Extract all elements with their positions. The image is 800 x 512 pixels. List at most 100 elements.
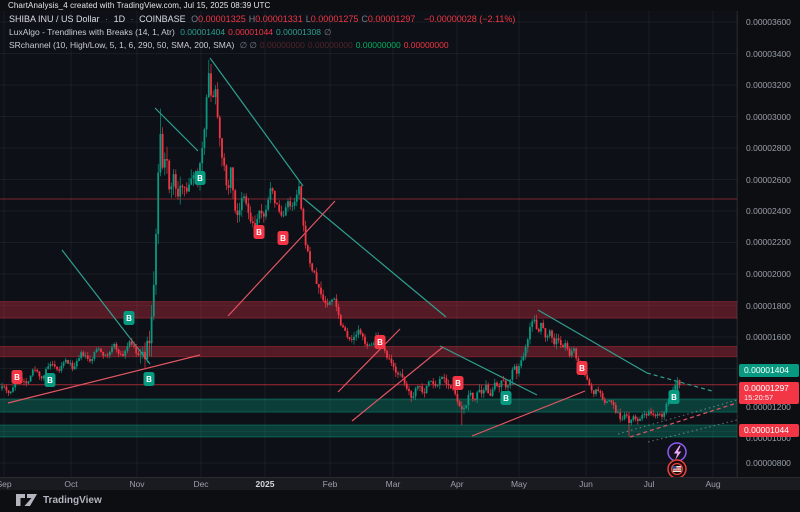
up-trendline: [351, 346, 444, 422]
bullish-break-marker: B: [44, 373, 56, 387]
bar-countdown: 15:20:57: [744, 393, 774, 402]
price-axis[interactable]: 0.00003600 0.00003400 0.00003200 0.00003000…: [737, 11, 800, 477]
svg-text:B: B: [455, 379, 461, 388]
tradingview-logo[interactable]: TradingView: [16, 494, 102, 506]
ohlc-label: O: [191, 14, 199, 24]
price-axis-label: 0.00000800: [746, 458, 791, 468]
time-axis-label: Jun: [579, 479, 593, 489]
price-axis-label: 0.00002200: [746, 237, 791, 247]
indicator-value: 0.00000000: [355, 40, 401, 50]
bearish-break-marker: B: [452, 376, 464, 390]
bullish-break-marker: B: [500, 391, 512, 405]
current-price-badge: 0.00001297 15:20:57: [739, 382, 799, 404]
ohlc-values: O0.00001325 H0.00001331 L0.00001275 C0.0000…: [191, 14, 418, 24]
price-axis-label: 0.00002400: [746, 206, 791, 216]
svg-text:B: B: [579, 364, 585, 373]
up-trendline: [337, 328, 401, 393]
bullish-break-marker: B: [143, 372, 155, 386]
support-zone-2: [0, 424, 737, 438]
down-trendline: [154, 107, 199, 152]
time-axis-label: Sep: [0, 479, 12, 489]
chart-title-text: ChartAnalysis_4 created with TradingView…: [8, 1, 271, 10]
legend-indicator-srchannel[interactable]: SRchannel (10, High/Low, 5, 1, 6, 290, 5…: [9, 39, 518, 52]
luxalgo-lightning-icon[interactable]: [667, 442, 687, 462]
us-flag-target-icon[interactable]: [667, 459, 687, 479]
up-trendline: [471, 390, 586, 437]
indicator-values: 0.00001404 0.00001044 0.00001308 ∅: [180, 27, 334, 37]
up-trendline: [7, 354, 201, 404]
time-axis-label: Feb: [322, 479, 338, 489]
svg-text:B: B: [146, 375, 152, 384]
legend-symbol-row[interactable]: SHIBA INU / US Dollar · 1D · COINBASE O0…: [9, 13, 518, 26]
time-axis-label: Apr: [450, 479, 464, 489]
ohlc-label: L: [305, 14, 311, 24]
separator-dot: ·: [130, 14, 134, 24]
plot-background: [0, 11, 737, 477]
upper-trendline-price-badge: 0.00001404: [739, 364, 799, 377]
ohlc-value: 0.00001325: [198, 14, 246, 24]
svg-text:B: B: [377, 338, 383, 347]
bearish-break-marker: B: [576, 361, 588, 375]
ohlc-value: 0.00001275: [310, 14, 359, 24]
bullish-break-marker: B: [194, 171, 206, 185]
time-axis-label: Nov: [129, 479, 145, 489]
indicator-values: ∅ ∅ 0.00000000 0.00000000 0.00000000 0.00000…: [240, 40, 452, 50]
indicator-value: 0.00001044: [228, 27, 274, 37]
indicator-value: 0.00000000: [259, 40, 305, 50]
badge-value: 0.00001297: [744, 383, 789, 393]
up-trendline-projection: [629, 402, 738, 438]
down-trendline: [302, 197, 447, 318]
indicator-value: 0.00000000: [403, 40, 449, 50]
time-axis[interactable]: Sep Oct Nov Dec 2025 Feb Mar Apr May Jun Jul Aug: [0, 477, 800, 490]
price-axis-label: 0.00003000: [746, 112, 791, 122]
time-axis-label: May: [510, 479, 528, 489]
legend: SHIBA INU / US Dollar · 1D · COINBASE O0…: [9, 13, 518, 52]
bearish-break-marker: B: [253, 225, 265, 239]
bullish-break-marker: B: [123, 311, 135, 325]
lower-trendline-price-badge: 0.00001044: [739, 424, 799, 437]
chart-title-bar: ChartAnalysis_4 created with TradingView…: [0, 0, 800, 11]
indicator-value: ∅: [323, 27, 332, 37]
badge-value: 0.00001044: [744, 425, 789, 435]
svg-text:B: B: [671, 393, 677, 402]
price-axis-label: 0.00001200: [746, 402, 791, 412]
price-axis-label: 0.00002600: [746, 175, 791, 185]
price-axis-label: 0.00002800: [746, 143, 791, 153]
indicator-value: ∅ ∅: [239, 40, 257, 50]
indicator-title[interactable]: SRchannel (10, High/Low, 5, 1, 6, 290, 5…: [9, 40, 235, 50]
price-axis-label: 0.00001800: [746, 301, 791, 311]
ohlc-value: 0.00001297: [367, 14, 416, 24]
indicator-value: 0.00001404: [180, 27, 226, 37]
time-axis-label: Jul: [643, 479, 655, 489]
price-axis-label: 0.00002000: [746, 269, 791, 279]
price-axis-label: 0.00001600: [746, 332, 791, 342]
change-value: −0.00000028 (−2.11%): [423, 14, 516, 24]
grid-lines: [0, 11, 737, 477]
indicator-value: 0.00000000: [307, 40, 353, 50]
time-axis-label: 2025: [255, 479, 275, 489]
indicator-title[interactable]: LuxAlgo - Trendlines with Breaks (14, 1,…: [9, 27, 175, 37]
ohlc-value: 0.00001331: [255, 14, 303, 24]
time-axis-label: Dec: [193, 479, 209, 489]
down-trendline-projection: [646, 372, 713, 392]
tradingview-logo-text: TradingView: [43, 494, 102, 506]
support-zone-1: [0, 398, 737, 413]
exchange-name[interactable]: COINBASE: [139, 14, 186, 24]
bullish-break-marker: B: [668, 390, 680, 404]
legend-indicator-luxalgo[interactable]: LuxAlgo - Trendlines with Breaks (14, 1,…: [9, 26, 518, 39]
bearish-break-marker: B: [374, 335, 386, 349]
channel-dotted-line: [647, 419, 738, 443]
ohlc-label: H: [248, 14, 256, 24]
price-axis-label: 0.00003200: [746, 80, 791, 90]
svg-text:B: B: [126, 314, 132, 323]
bearish-break-marker: B: [277, 231, 289, 245]
symbol-name[interactable]: SHIBA INU / US Dollar: [9, 14, 100, 24]
svg-text:B: B: [280, 234, 286, 243]
down-trendline: [537, 309, 648, 374]
timeframe[interactable]: 1D: [113, 14, 126, 24]
svg-text:B: B: [503, 394, 509, 403]
ohlc-label: C: [361, 14, 368, 24]
bearish-break-marker: B: [11, 370, 23, 384]
svg-text:B: B: [47, 376, 53, 385]
